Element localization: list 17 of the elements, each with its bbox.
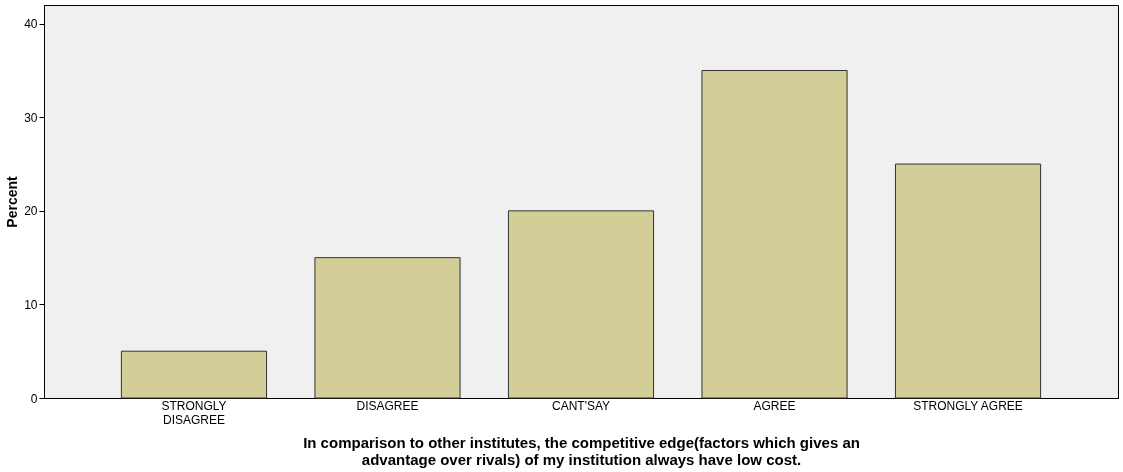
y-tick-label: 0	[30, 391, 38, 406]
x-axis-title: In comparison to other institutes, the competitive edge(factors which gives an advantage over rivals) of my institution always have low cost.	[303, 433, 860, 468]
x-tick-label: DISAGREE	[356, 398, 419, 413]
x-tick-label: AGREE	[753, 398, 796, 413]
bar	[120, 350, 268, 399]
y-tick-label: 20	[24, 204, 38, 219]
y-tick-label: 10	[24, 297, 38, 312]
x-tick-label: CANT'SAY	[551, 398, 611, 413]
bar	[314, 257, 461, 399]
bar	[701, 70, 848, 399]
y-tick-label: 30	[24, 110, 38, 125]
y-tick-label: 40	[24, 17, 38, 32]
bar	[507, 210, 655, 399]
y-axis-title: Percent	[4, 175, 21, 228]
x-tick-label: STRONGLY DISAGREE	[161, 398, 227, 427]
x-tick-label: STRONGLY AGREE	[913, 398, 1023, 413]
bar	[894, 163, 1042, 399]
